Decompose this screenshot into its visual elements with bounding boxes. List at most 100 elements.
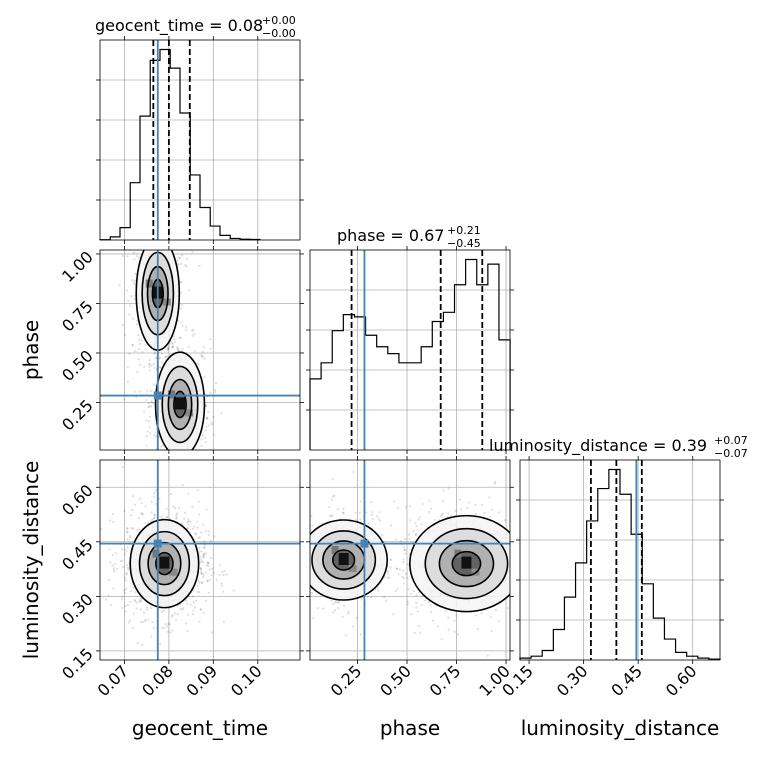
- scatter-point: [196, 526, 199, 529]
- scatter-point: [124, 610, 127, 613]
- scatter-point: [383, 576, 386, 579]
- scatter-point: [401, 576, 404, 579]
- scatter-point: [145, 419, 148, 422]
- scatter-point: [196, 590, 199, 593]
- scatter-point: [169, 492, 172, 496]
- scatter-point: [198, 536, 201, 539]
- scatter-point: [144, 343, 147, 346]
- scatter-point: [371, 517, 374, 521]
- scatter-point: [191, 250, 194, 253]
- scatter-point: [125, 564, 129, 567]
- panel-frame: [309, 459, 511, 661]
- scatter-point: [213, 433, 216, 436]
- scatter-point: [341, 615, 344, 619]
- scatter-point: [397, 573, 400, 576]
- scatter-point: [125, 572, 128, 576]
- scatter-point: [194, 599, 198, 602]
- scatter-point: [310, 514, 313, 518]
- scatter-point: [442, 500, 445, 503]
- title-phase: phase = 0.67: [337, 226, 444, 245]
- scatter-point: [205, 552, 208, 555]
- scatter-point: [197, 363, 200, 366]
- title-geocent-time-plus: +0.00: [262, 14, 296, 27]
- histogram-step-line: [99, 48, 261, 241]
- title-phase-plus: +0.21: [447, 224, 481, 237]
- scatter-point: [148, 405, 151, 408]
- scatter-point: [455, 614, 458, 617]
- scatter-point: [186, 257, 189, 260]
- scatter-point: [414, 532, 418, 536]
- scatter-point: [322, 607, 325, 610]
- scatter-point: [447, 616, 450, 619]
- scatter-point: [193, 349, 196, 353]
- scatter-point: [125, 572, 128, 575]
- scatter-point: [317, 607, 320, 610]
- scatter-point: [494, 609, 498, 612]
- panel-geocent-time-histogram: [96, 36, 304, 244]
- scatter-point: [341, 511, 344, 514]
- scatter-point: [404, 537, 407, 541]
- scatter-point: [149, 405, 152, 408]
- scatter-point: [480, 503, 484, 506]
- ylabel-phase: phase: [19, 320, 43, 380]
- density-cell: [185, 409, 193, 417]
- scatter-point: [406, 563, 410, 566]
- scatter-point: [191, 334, 194, 337]
- scatter-point: [454, 509, 457, 512]
- scatter-point: [468, 501, 471, 504]
- scatter-point: [209, 539, 212, 542]
- scatter-point: [179, 291, 182, 294]
- scatter-point: [145, 435, 148, 438]
- scatter-point: [129, 304, 132, 307]
- scatter-point: [161, 361, 164, 364]
- scatter-point: [137, 338, 141, 341]
- scatter-point: [148, 420, 151, 423]
- x-tick-label: 0.45: [607, 661, 646, 700]
- scatter-point: [124, 605, 127, 608]
- scatter-point: [359, 518, 362, 521]
- title-luminosity-distance-plus: +0.07: [714, 434, 748, 447]
- scatter-point: [141, 350, 144, 354]
- scatter-point: [144, 618, 147, 621]
- scatter-point: [139, 598, 143, 601]
- scatter-point: [359, 633, 362, 636]
- scatter-point: [201, 555, 205, 558]
- scatter-point: [168, 623, 171, 626]
- scatter-point: [199, 567, 203, 570]
- scatter-point: [123, 576, 127, 580]
- scatter-point: [158, 357, 161, 360]
- scatter-point: [196, 362, 199, 365]
- scatter-point: [192, 609, 195, 612]
- scatter-point: [166, 347, 169, 350]
- scatter-point: [404, 549, 407, 552]
- scatter-point: [112, 520, 115, 524]
- scatter-point: [342, 604, 346, 608]
- scatter-point: [138, 390, 141, 393]
- scatter-point: [392, 613, 395, 616]
- scatter-point: [192, 601, 195, 604]
- scatter-point: [203, 540, 206, 543]
- scatter-point: [408, 553, 411, 556]
- scatter-point: [330, 498, 334, 501]
- scatter-point: [152, 517, 155, 520]
- scatter-point: [200, 444, 203, 447]
- scatter-point: [147, 405, 150, 409]
- scatter-point: [497, 620, 500, 623]
- scatter-point: [133, 390, 137, 393]
- scatter-point: [504, 519, 507, 522]
- contour-line: [155, 551, 174, 576]
- scatter-point: [415, 524, 418, 528]
- scatter-point: [167, 622, 170, 625]
- ylabel-luminosity-distance: luminosity_distance: [19, 461, 43, 660]
- scatter-point: [453, 630, 456, 633]
- scatter-point: [209, 347, 212, 350]
- scatter-point: [403, 582, 406, 585]
- scatter-point: [178, 506, 181, 509]
- scatter-point: [447, 628, 450, 631]
- scatter-point: [402, 558, 405, 561]
- scatter-point: [218, 573, 221, 576]
- contour-line: [129, 518, 200, 609]
- scatter-point: [121, 566, 124, 569]
- scatter-point: [210, 631, 214, 634]
- scatter-point: [493, 480, 497, 484]
